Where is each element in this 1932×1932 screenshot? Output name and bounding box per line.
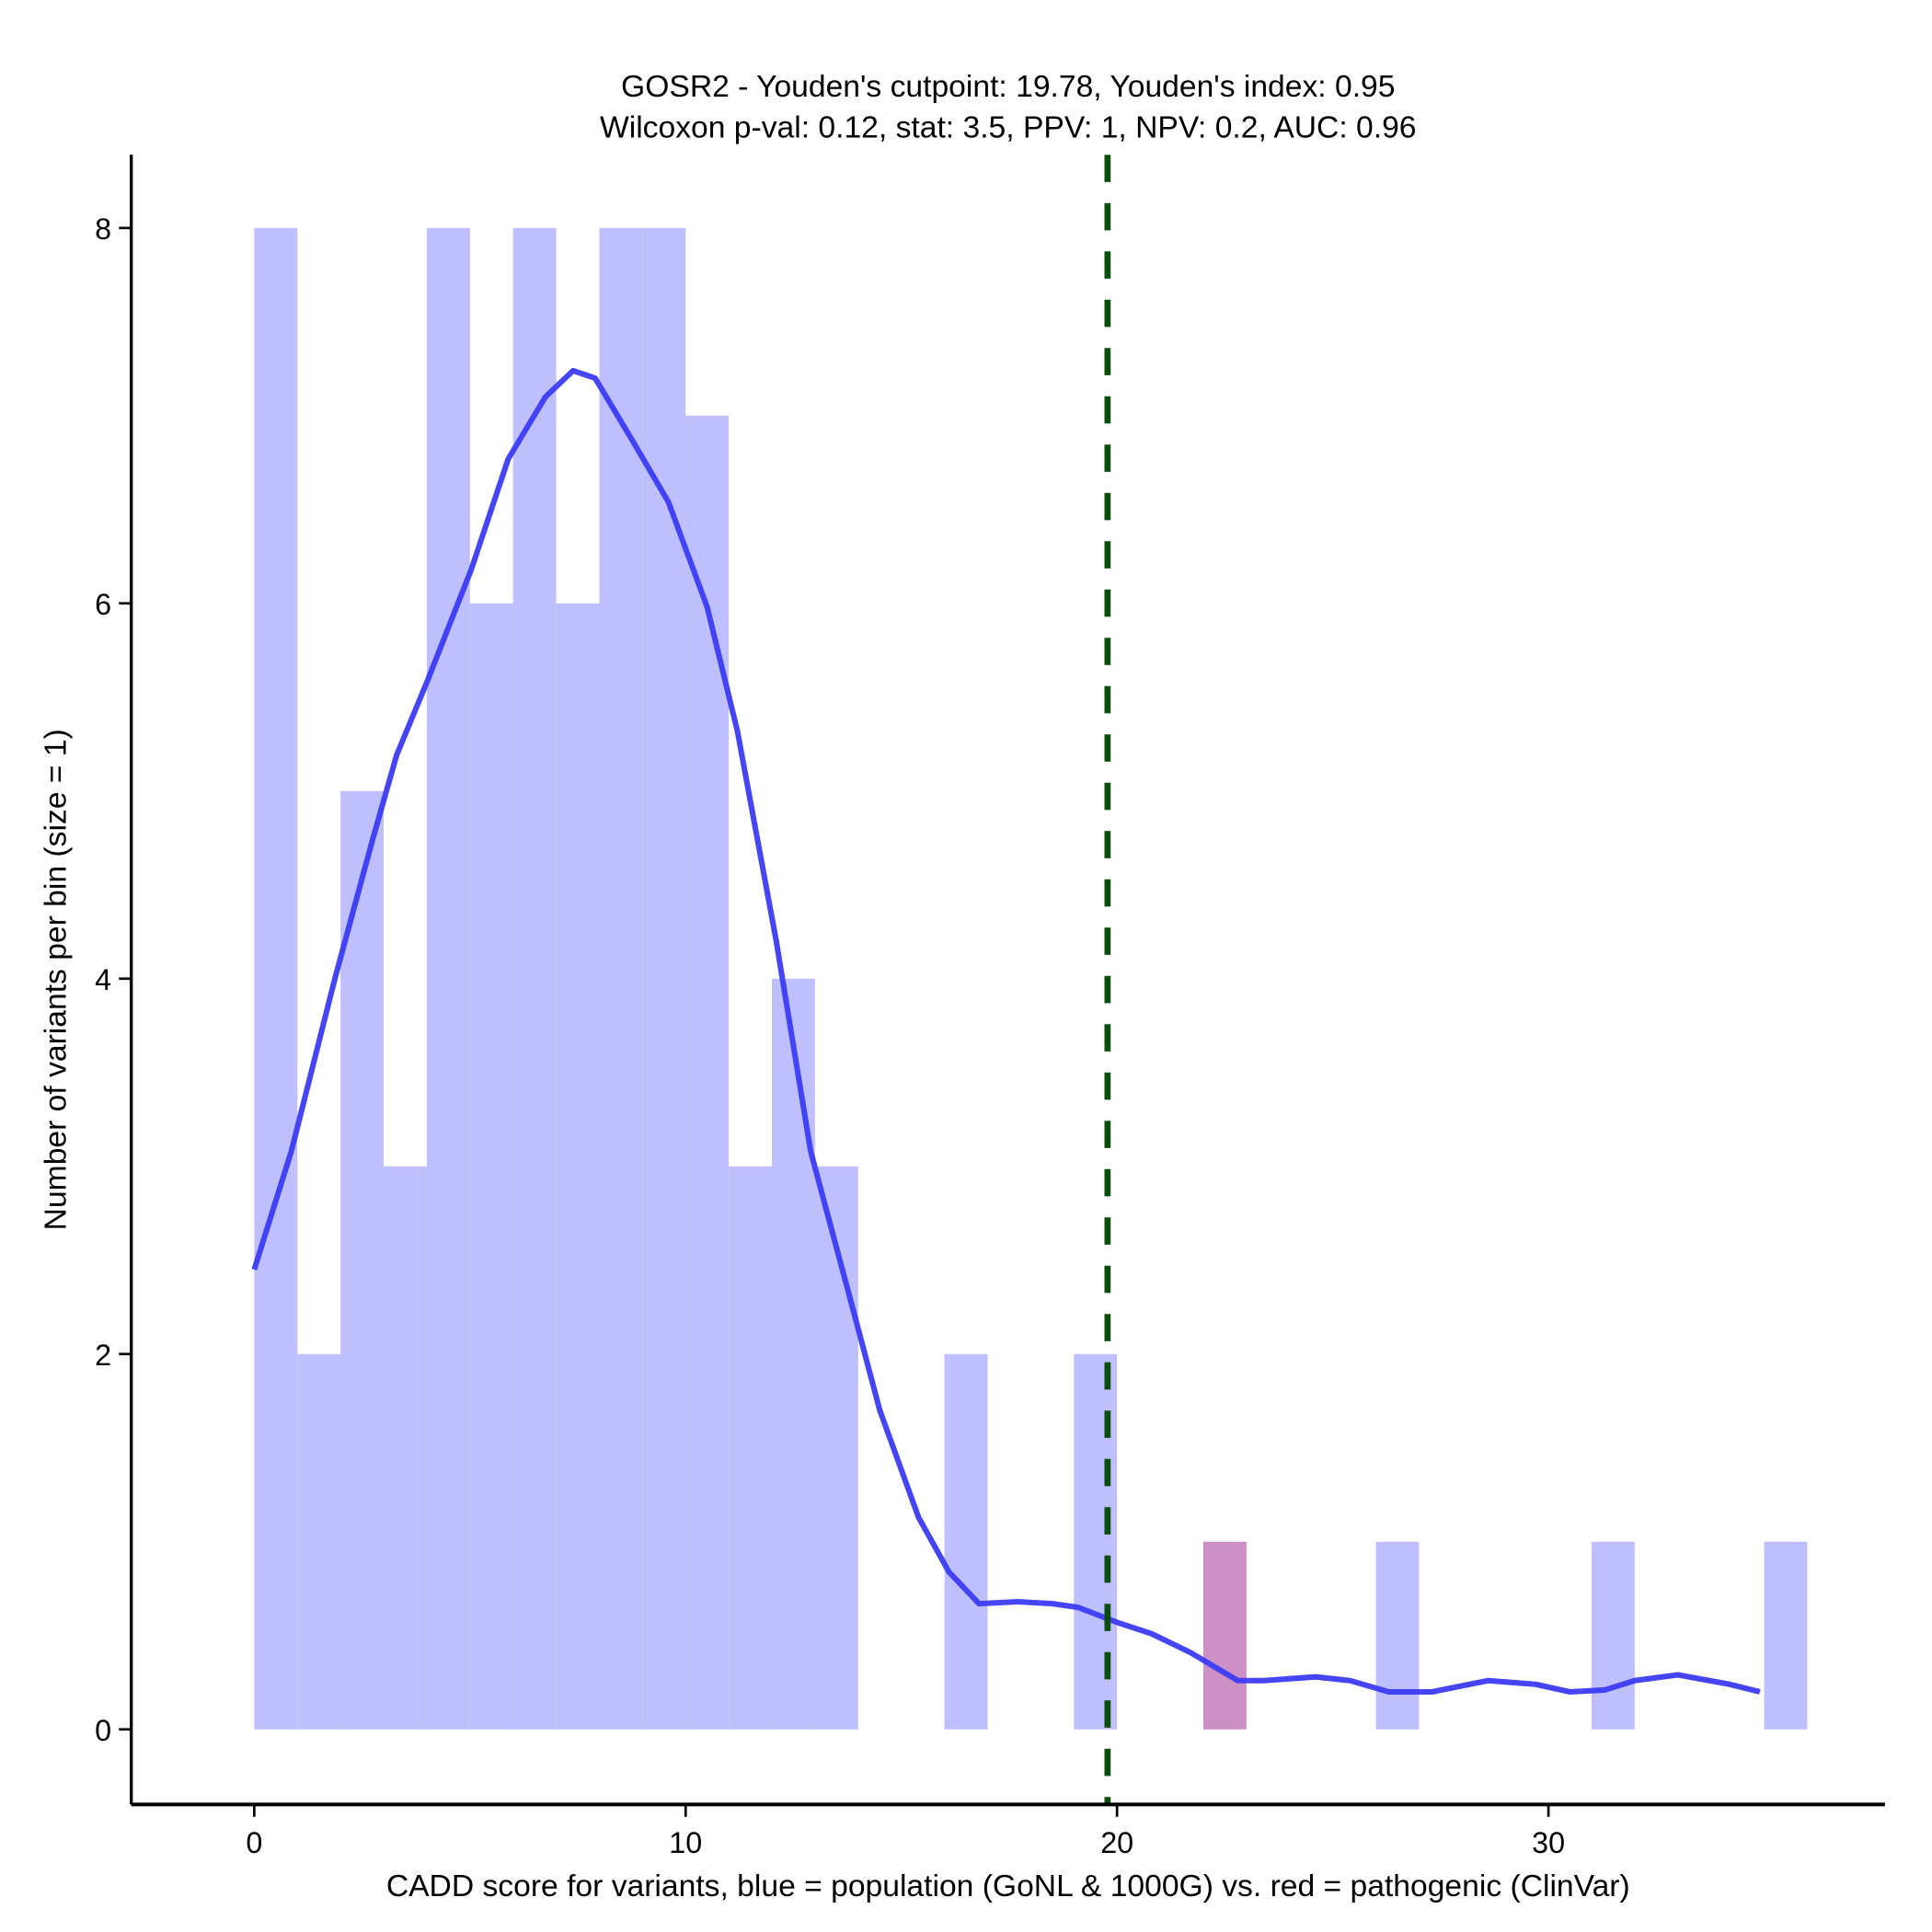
population-bar	[297, 1353, 341, 1730]
y-axis-label: Number of variants per bin (size = 1)	[39, 729, 73, 1230]
population-bar	[685, 415, 730, 1730]
density-curve	[251, 367, 1761, 1696]
chart-title-line1: GOSR2 - Youden's cutpoint: 19.78, Youden…	[621, 70, 1395, 104]
y-tick-label: 0	[95, 1714, 111, 1747]
y-tick-label: 6	[95, 588, 111, 621]
population-bar	[512, 227, 557, 1730]
population-bar	[772, 978, 815, 1730]
y-tick-label: 4	[95, 963, 111, 996]
chart-title-line2: Wilcoxon p-val: 0.12, stat: 3.5, PPV: 1,…	[600, 110, 1417, 144]
population-bar	[599, 227, 643, 1730]
population-bar	[469, 603, 513, 1730]
population-bar	[426, 227, 470, 1730]
y-tick-label: 8	[95, 213, 111, 246]
population-bar	[642, 227, 686, 1730]
x-tick-label: 20	[1100, 1826, 1133, 1859]
population-bar	[254, 227, 298, 1730]
population-bar	[729, 1166, 773, 1730]
population-bar	[1764, 1541, 1808, 1730]
population-bar	[1591, 1541, 1635, 1730]
y-tick-label: 2	[95, 1339, 111, 1372]
population-bar	[556, 603, 600, 1730]
pathogenic-bar	[1202, 1541, 1247, 1730]
population-bar	[340, 790, 385, 1730]
population-bar	[1375, 1541, 1420, 1730]
x-axis-label: CADD score for variants, blue = populati…	[386, 1869, 1630, 1903]
population-bar	[814, 1166, 858, 1730]
population-bar	[944, 1353, 988, 1730]
x-tick-label: 30	[1532, 1826, 1565, 1859]
x-tick-label: 10	[669, 1826, 702, 1859]
bars-layer	[254, 227, 1808, 1730]
x-tick-label: 0	[246, 1826, 262, 1859]
population-bar	[384, 1166, 427, 1730]
ticks-layer: 0 10 20 30 0 2 4 6 8	[95, 213, 1565, 1859]
